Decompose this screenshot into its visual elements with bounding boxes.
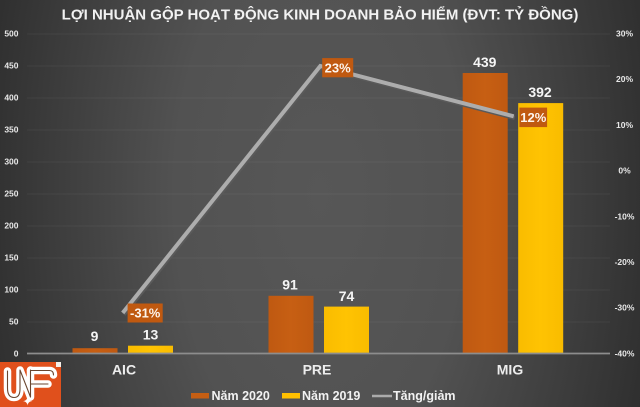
svg-text:Năm 2019: Năm 2019 xyxy=(302,389,360,403)
svg-text:23%: 23% xyxy=(325,60,351,75)
svg-text:0: 0 xyxy=(14,348,19,358)
svg-text:439: 439 xyxy=(473,54,497,70)
svg-text:20%: 20% xyxy=(616,74,633,84)
svg-text:-40%: -40% xyxy=(615,348,635,358)
svg-text:-31%: -31% xyxy=(130,306,161,321)
svg-text:Năm 2020: Năm 2020 xyxy=(212,389,270,403)
svg-text:150: 150 xyxy=(4,252,18,262)
svg-text:250: 250 xyxy=(4,188,18,198)
svg-text:Tăng/giảm: Tăng/giảm xyxy=(393,389,456,403)
svg-text:500: 500 xyxy=(4,28,18,38)
svg-text:MIG: MIG xyxy=(497,361,524,377)
svg-text:450: 450 xyxy=(4,60,18,70)
svg-text:LỢI NHUẬN GỘP HOẠT ĐỘNG KINH D: LỢI NHUẬN GỘP HOẠT ĐỘNG KINH DOANH BẢO H… xyxy=(62,6,579,24)
svg-text:392: 392 xyxy=(528,84,552,100)
svg-text:350: 350 xyxy=(4,124,18,134)
svg-text:-20%: -20% xyxy=(615,257,635,267)
svg-text:-30%: -30% xyxy=(615,303,635,313)
svg-text:12%: 12% xyxy=(520,110,546,125)
svg-text:0%: 0% xyxy=(618,166,631,176)
svg-text:300: 300 xyxy=(4,156,18,166)
svg-text:50: 50 xyxy=(9,316,19,326)
svg-text:AIC: AIC xyxy=(112,361,136,377)
svg-text:10%: 10% xyxy=(616,120,633,130)
svg-text:74: 74 xyxy=(339,288,355,304)
svg-text:✦: ✦ xyxy=(22,395,32,407)
svg-text:30%: 30% xyxy=(616,28,633,38)
svg-text:-10%: -10% xyxy=(615,211,635,221)
svg-text:400: 400 xyxy=(4,92,18,102)
svg-text:200: 200 xyxy=(4,220,18,230)
svg-text:91: 91 xyxy=(282,276,298,292)
svg-text:100: 100 xyxy=(4,284,18,294)
svg-text:13: 13 xyxy=(143,326,159,342)
svg-text:9: 9 xyxy=(91,328,99,344)
svg-text:PRE: PRE xyxy=(303,361,332,377)
